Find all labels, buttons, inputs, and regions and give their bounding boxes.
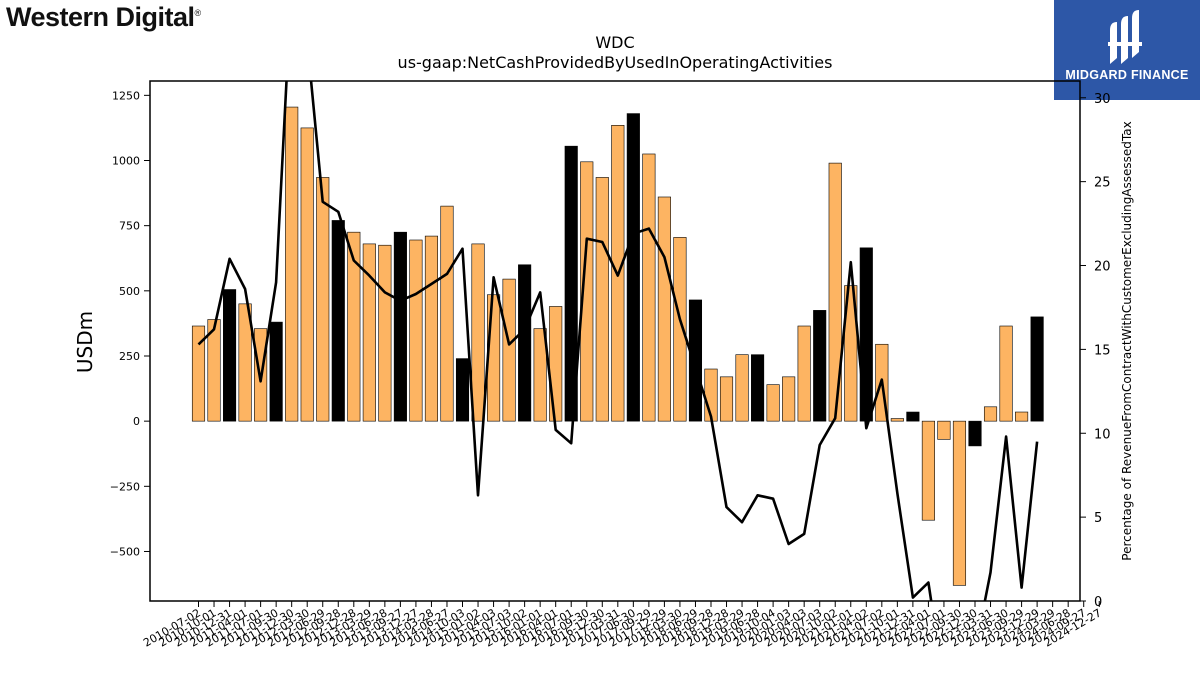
bar-2016-12-30 xyxy=(595,177,609,422)
bar-2011-04-01 xyxy=(238,303,252,422)
bar-2013-09-27 xyxy=(393,231,407,422)
bar-2015-10-02 xyxy=(518,264,532,422)
bar-2020-04-03 xyxy=(797,325,811,422)
y-tick-label: 750 xyxy=(119,220,140,233)
bar-2013-12-27 xyxy=(409,239,423,422)
bar-2010-07-02 xyxy=(191,325,206,422)
bar-2012-03-30 xyxy=(300,127,314,422)
percentage-line xyxy=(197,81,1039,601)
y2-tick-label: 20 xyxy=(1094,260,1111,275)
bar-2015-01-02 xyxy=(471,243,485,422)
y-tick-label: 250 xyxy=(119,350,140,363)
bar-2012-06-29 xyxy=(316,177,330,422)
bar-2021-12-31 xyxy=(906,411,920,422)
bar-2013-06-28 xyxy=(378,244,392,422)
bar-layer xyxy=(191,106,1044,586)
y-tick-label: 500 xyxy=(119,285,140,298)
midgard-finance-logo: MIDGARD FINANCE xyxy=(1054,0,1200,100)
bar-2011-09-30 xyxy=(269,321,283,422)
bar-2018-12-28 xyxy=(719,376,734,422)
midgard-finance-name: MIDGARD FINANCE xyxy=(1065,68,1189,82)
bar-2021-01-01 xyxy=(844,285,858,422)
midgard-mark-icon xyxy=(1108,10,1142,64)
bar-2014-03-28 xyxy=(424,235,439,422)
western-digital-logo-text: Western Digital xyxy=(6,2,195,32)
bar-2023-09-29 xyxy=(1015,411,1029,422)
bar-2012-12-28 xyxy=(347,231,361,422)
bar-2023-12-29 xyxy=(1030,316,1044,422)
y2-tick-label: 25 xyxy=(1094,176,1111,191)
bar-2023-06-30 xyxy=(999,325,1013,422)
bar-2013-03-29 xyxy=(362,243,376,422)
bar-2022-09-30 xyxy=(952,420,967,586)
bar-2018-03-30 xyxy=(673,237,687,422)
bar-2019-03-29 xyxy=(735,354,749,422)
bar-2012-09-28 xyxy=(331,220,345,422)
bar-2022-07-01 xyxy=(937,420,951,440)
y2-axis-label: Percentage of RevenueFromContractWithCus… xyxy=(1120,121,1134,560)
bar-2010-10-01 xyxy=(207,319,221,422)
bar-2020-07-03 xyxy=(813,310,827,422)
line-layer xyxy=(197,81,1039,601)
bar-2023-03-31 xyxy=(983,406,998,422)
bar-2017-06-30 xyxy=(626,113,640,422)
bar-2016-07-01 xyxy=(564,145,578,422)
y2-tick-label: 5 xyxy=(1094,511,1102,526)
bar-2016-04-01 xyxy=(549,306,563,422)
chart-title: WDC xyxy=(595,33,634,52)
y-tick-label: −250 xyxy=(110,480,140,493)
y-tick-label: −500 xyxy=(110,545,140,558)
bar-2014-10-03 xyxy=(455,358,470,422)
bar-2019-06-28 xyxy=(751,354,765,422)
y-axis-label: USDm xyxy=(73,311,97,373)
plot-frame xyxy=(149,80,1081,602)
bar-2015-07-03 xyxy=(502,278,516,422)
y2-tick-label: 10 xyxy=(1094,427,1111,442)
bar-2022-12-30 xyxy=(968,420,982,447)
y2-tick-label: 30 xyxy=(1094,92,1111,107)
bar-2020-01-03 xyxy=(782,376,796,422)
chart-subtitle: us-gaap:NetCashProvidedByUsedInOperating… xyxy=(398,53,833,72)
bar-2021-10-01 xyxy=(890,418,904,422)
bar-2010-12-31 xyxy=(223,289,237,422)
bar-2016-09-30 xyxy=(580,161,594,422)
bar-2019-10-04 xyxy=(766,384,780,422)
y2-tick-label: 0 xyxy=(1094,595,1102,610)
bar-2014-06-27 xyxy=(440,205,454,422)
y2-tick-label: 15 xyxy=(1094,343,1111,358)
bar-2020-10-02 xyxy=(828,162,842,422)
y-tick-label: 1250 xyxy=(112,89,140,102)
bar-2016-01-01 xyxy=(533,328,547,422)
bar-2017-12-29 xyxy=(657,196,671,422)
axes-layer: −500−25002505007501000125005101520253020… xyxy=(110,80,1111,650)
y-tick-label: 1000 xyxy=(112,154,140,167)
bar-2022-04-01 xyxy=(921,420,935,521)
bar-2017-09-29 xyxy=(642,153,656,422)
western-digital-logo: Western Digital® xyxy=(6,2,201,32)
bar-2018-06-29 xyxy=(688,299,703,422)
y-tick-label: 0 xyxy=(133,415,140,428)
bar-2011-12-30 xyxy=(285,106,299,422)
bar-2015-04-03 xyxy=(487,294,501,422)
